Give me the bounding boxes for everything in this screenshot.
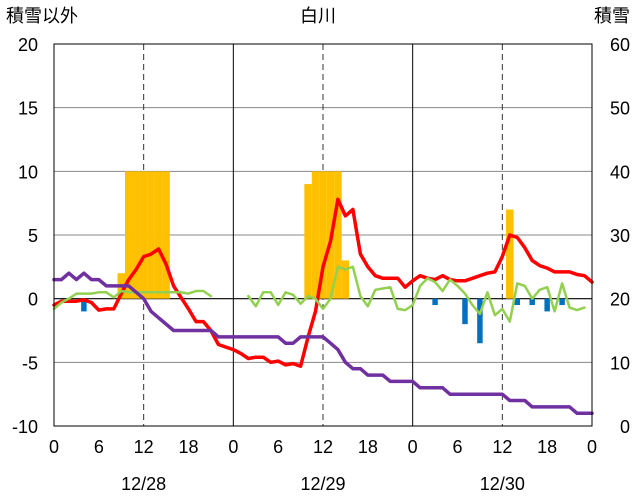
x-tick-label: 18 [178,437,198,457]
x-tick-label: 6 [452,437,462,457]
right-y-tick-labels: 0 10 20 30 40 50 60 [610,35,630,437]
blue-bar [514,298,521,306]
left-axis-title: 積雪以外 [6,6,78,26]
left-y-tick-label: -10 [12,417,38,437]
x-tick-labels: 0 6 12 18 0 6 12 18 0 6 12 18 0 [49,437,597,457]
blue-bar [81,298,87,312]
date-label: 12/29 [300,474,345,494]
x-tick-label: 0 [587,437,597,457]
series-line-2 [52,271,594,416]
snowfall-bar [319,171,327,299]
blue-bar [559,298,565,306]
right-y-tick-label: 60 [610,35,630,55]
snowfall-bar [132,171,140,299]
left-y-tick-label: 20 [18,35,38,55]
x-tick-label: 12 [313,437,333,457]
right-y-tick-label: 10 [610,353,630,373]
x-tick-label: 6 [273,437,283,457]
blue-bar [544,298,550,312]
right-y-tick-label: 40 [610,162,630,182]
x-tick-label: 12 [492,437,512,457]
right-y-tick-label: 30 [610,226,630,246]
snowfall-bar [162,171,170,299]
snowfall-bar [139,171,148,299]
snowfall-bar [304,184,312,299]
snowfall-bar [334,171,342,299]
left-y-tick-label: 0 [28,290,38,310]
left-y-tick-label: -5 [22,353,38,373]
snowfall-bar [124,171,133,299]
x-tick-label: 18 [358,437,378,457]
date-labels: 12/28 12/29 12/30 [121,474,525,494]
x-tick-label: 0 [228,437,238,457]
snowfall-bar [341,260,350,299]
blue-bar [432,298,438,306]
x-tick-label: 6 [94,437,104,457]
right-y-tick-label: 50 [610,99,630,119]
x-tick-label: 0 [49,437,59,457]
snowfall-bar [506,209,514,299]
x-tick-label: 0 [408,437,418,457]
plot-frame [53,43,593,427]
line-series [52,197,594,416]
right-axis-title: 積雪 [594,6,630,26]
blue-bar [462,298,468,325]
chart-title: 白川 [300,6,336,26]
right-y-tick-label: 20 [610,290,630,310]
series-line-1 [52,265,586,323]
blue-bar [529,298,535,306]
date-label: 12/28 [121,474,166,494]
left-y-tick-label: 10 [18,162,38,182]
x-tick-label: 12 [134,437,154,457]
snowfall-bar [154,171,163,299]
blue-bar [477,298,483,344]
snowfall-bar [311,171,320,299]
left-y-tick-label: 15 [18,99,38,119]
date-label: 12/30 [480,474,525,494]
series-line-0 [52,197,594,368]
left-y-tick-labels: -10 -5 0 5 10 15 20 [12,35,38,437]
left-y-tick-label: 5 [28,226,38,246]
x-tick-label: 18 [537,437,557,457]
snowfall-bar [147,171,155,299]
right-y-tick-label: 0 [620,417,630,437]
